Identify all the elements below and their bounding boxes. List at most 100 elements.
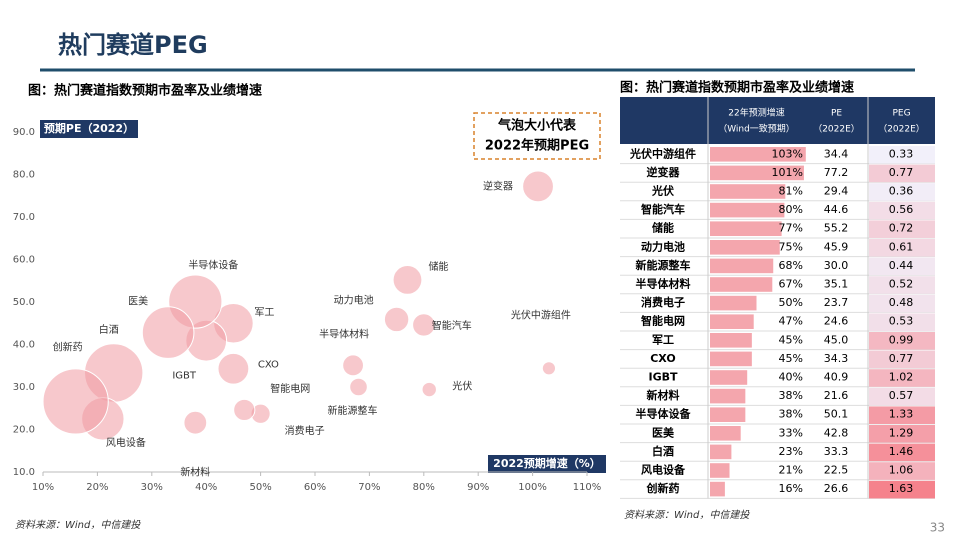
table-cell: 1.63 xyxy=(889,482,914,495)
bubble xyxy=(141,306,195,359)
peg-cell xyxy=(869,425,935,443)
x-tick-label: 80% xyxy=(413,482,435,493)
bubble-label: 光伏 xyxy=(452,380,472,393)
table-cell: 新能源整车 xyxy=(636,258,691,272)
table-cell: 风电设备 xyxy=(641,463,686,477)
growth-bar xyxy=(710,258,774,274)
y-tick-label: 70.0 xyxy=(13,212,35,223)
peg-cell xyxy=(869,313,935,331)
table-cell: 智能汽车 xyxy=(641,202,685,216)
growth-bar xyxy=(710,295,757,311)
table-cell: 0.36 xyxy=(889,185,914,198)
peg-cell xyxy=(869,146,935,164)
bubble-label: IGBT xyxy=(172,371,197,382)
bubble-label: 储能 xyxy=(428,260,448,273)
growth-bar xyxy=(710,240,780,255)
bubble xyxy=(233,398,256,422)
x-tick-label: 100% xyxy=(518,482,547,493)
table-cell: 38% xyxy=(779,408,803,421)
growth-bar xyxy=(710,333,752,348)
table-cell: 81% xyxy=(779,185,803,198)
peg-cell xyxy=(869,462,935,480)
peg-cell xyxy=(869,164,935,183)
x-tick-label: 20% xyxy=(86,482,108,493)
y-tick-label: 50.0 xyxy=(13,297,35,308)
peg-cell xyxy=(869,220,935,238)
slide-title: 热门赛道PEG xyxy=(58,31,208,59)
peg-cell xyxy=(869,406,935,424)
table-cell: 1.06 xyxy=(889,464,914,477)
bubble xyxy=(183,410,208,435)
growth-bar xyxy=(710,463,730,478)
table-cell: 1.33 xyxy=(889,408,914,421)
source-note: 资料来源：Wind，中信建投 xyxy=(15,519,141,531)
table-cell: 33.3 xyxy=(824,445,849,458)
table-cell: 医美 xyxy=(652,425,675,439)
table-cell: 消费电子 xyxy=(641,295,685,309)
annotation: 气泡大小代表 xyxy=(498,118,577,134)
table-cell: 创新药 xyxy=(646,481,680,495)
table-cell: 45% xyxy=(779,352,803,365)
bubble xyxy=(541,361,557,376)
table-cell: 军工 xyxy=(652,333,674,346)
peg-cell xyxy=(869,257,935,276)
bubble-label: 新材料 xyxy=(180,466,210,479)
table-header xyxy=(620,97,935,144)
table-cell: 42.8 xyxy=(824,426,849,439)
x-tick-label: 110% xyxy=(573,482,602,493)
table-header-text: （Wind一致预期） xyxy=(718,123,795,135)
bubble-label: CXO xyxy=(258,360,279,371)
table-cell: 47% xyxy=(779,315,803,328)
table-cell: 40.9 xyxy=(824,371,849,384)
table-header-text: PE xyxy=(831,109,842,119)
x-tick-label: 50% xyxy=(249,482,271,493)
y-tick-label: 30.0 xyxy=(13,382,35,393)
growth-bar xyxy=(710,221,782,236)
table-cell: 逆变器 xyxy=(647,165,681,179)
bubble xyxy=(412,313,436,337)
annotation: 2022年预期PEG xyxy=(485,138,589,154)
table-cell: 34.3 xyxy=(824,352,849,365)
table-cell: 0.44 xyxy=(889,259,914,272)
table-title: 图：热门赛道指数预期市盈率及业绩增速 xyxy=(620,80,854,96)
table-cell: 45.0 xyxy=(824,333,849,346)
table-cell: 16% xyxy=(779,482,803,495)
table-cell: 光伏 xyxy=(651,184,674,198)
table-cell: 0.61 xyxy=(889,240,914,253)
table-header-text: 22年预测增速 xyxy=(728,107,784,119)
table-cell: 1.02 xyxy=(889,371,914,384)
x-axis-label: 2022预期增速（%） xyxy=(493,456,601,470)
growth-bar xyxy=(710,184,786,199)
y-label-box xyxy=(40,120,138,138)
table-cell: 103% xyxy=(772,147,803,160)
x-label-box xyxy=(488,455,606,473)
bubble-label: 新能源整车 xyxy=(328,404,378,417)
y-tick-label: 40.0 xyxy=(13,340,35,351)
table-cell: 55.2 xyxy=(824,222,849,235)
y-tick-label: 10.0 xyxy=(13,467,35,478)
peg-cell xyxy=(869,239,935,257)
bubble-label: 创新药 xyxy=(53,340,83,353)
table-cell: 35.1 xyxy=(824,278,849,291)
table-cell: 智能电网 xyxy=(641,314,685,328)
table-cell: CXO xyxy=(650,352,676,365)
table-cell: 77.2 xyxy=(824,166,849,179)
growth-bar xyxy=(710,147,806,162)
table-cell: 68% xyxy=(779,259,803,272)
page-number: 33 xyxy=(930,521,945,535)
x-tick-label: 40% xyxy=(195,482,217,493)
table-cell: 38% xyxy=(779,389,803,402)
bubble xyxy=(522,170,554,203)
table-cell: 0.57 xyxy=(889,389,914,402)
growth-bar xyxy=(710,481,725,497)
bubble-label: 军工 xyxy=(254,306,274,318)
peg-cell xyxy=(869,369,935,387)
table-cell: 29.4 xyxy=(824,185,849,198)
table-cell: 0.72 xyxy=(889,222,914,235)
table-cell: 50.1 xyxy=(824,408,849,421)
peg-cell xyxy=(869,443,935,462)
bubble xyxy=(392,265,423,295)
table-cell: 1.29 xyxy=(889,426,914,439)
growth-bar xyxy=(710,277,773,292)
peg-cell xyxy=(869,201,935,220)
